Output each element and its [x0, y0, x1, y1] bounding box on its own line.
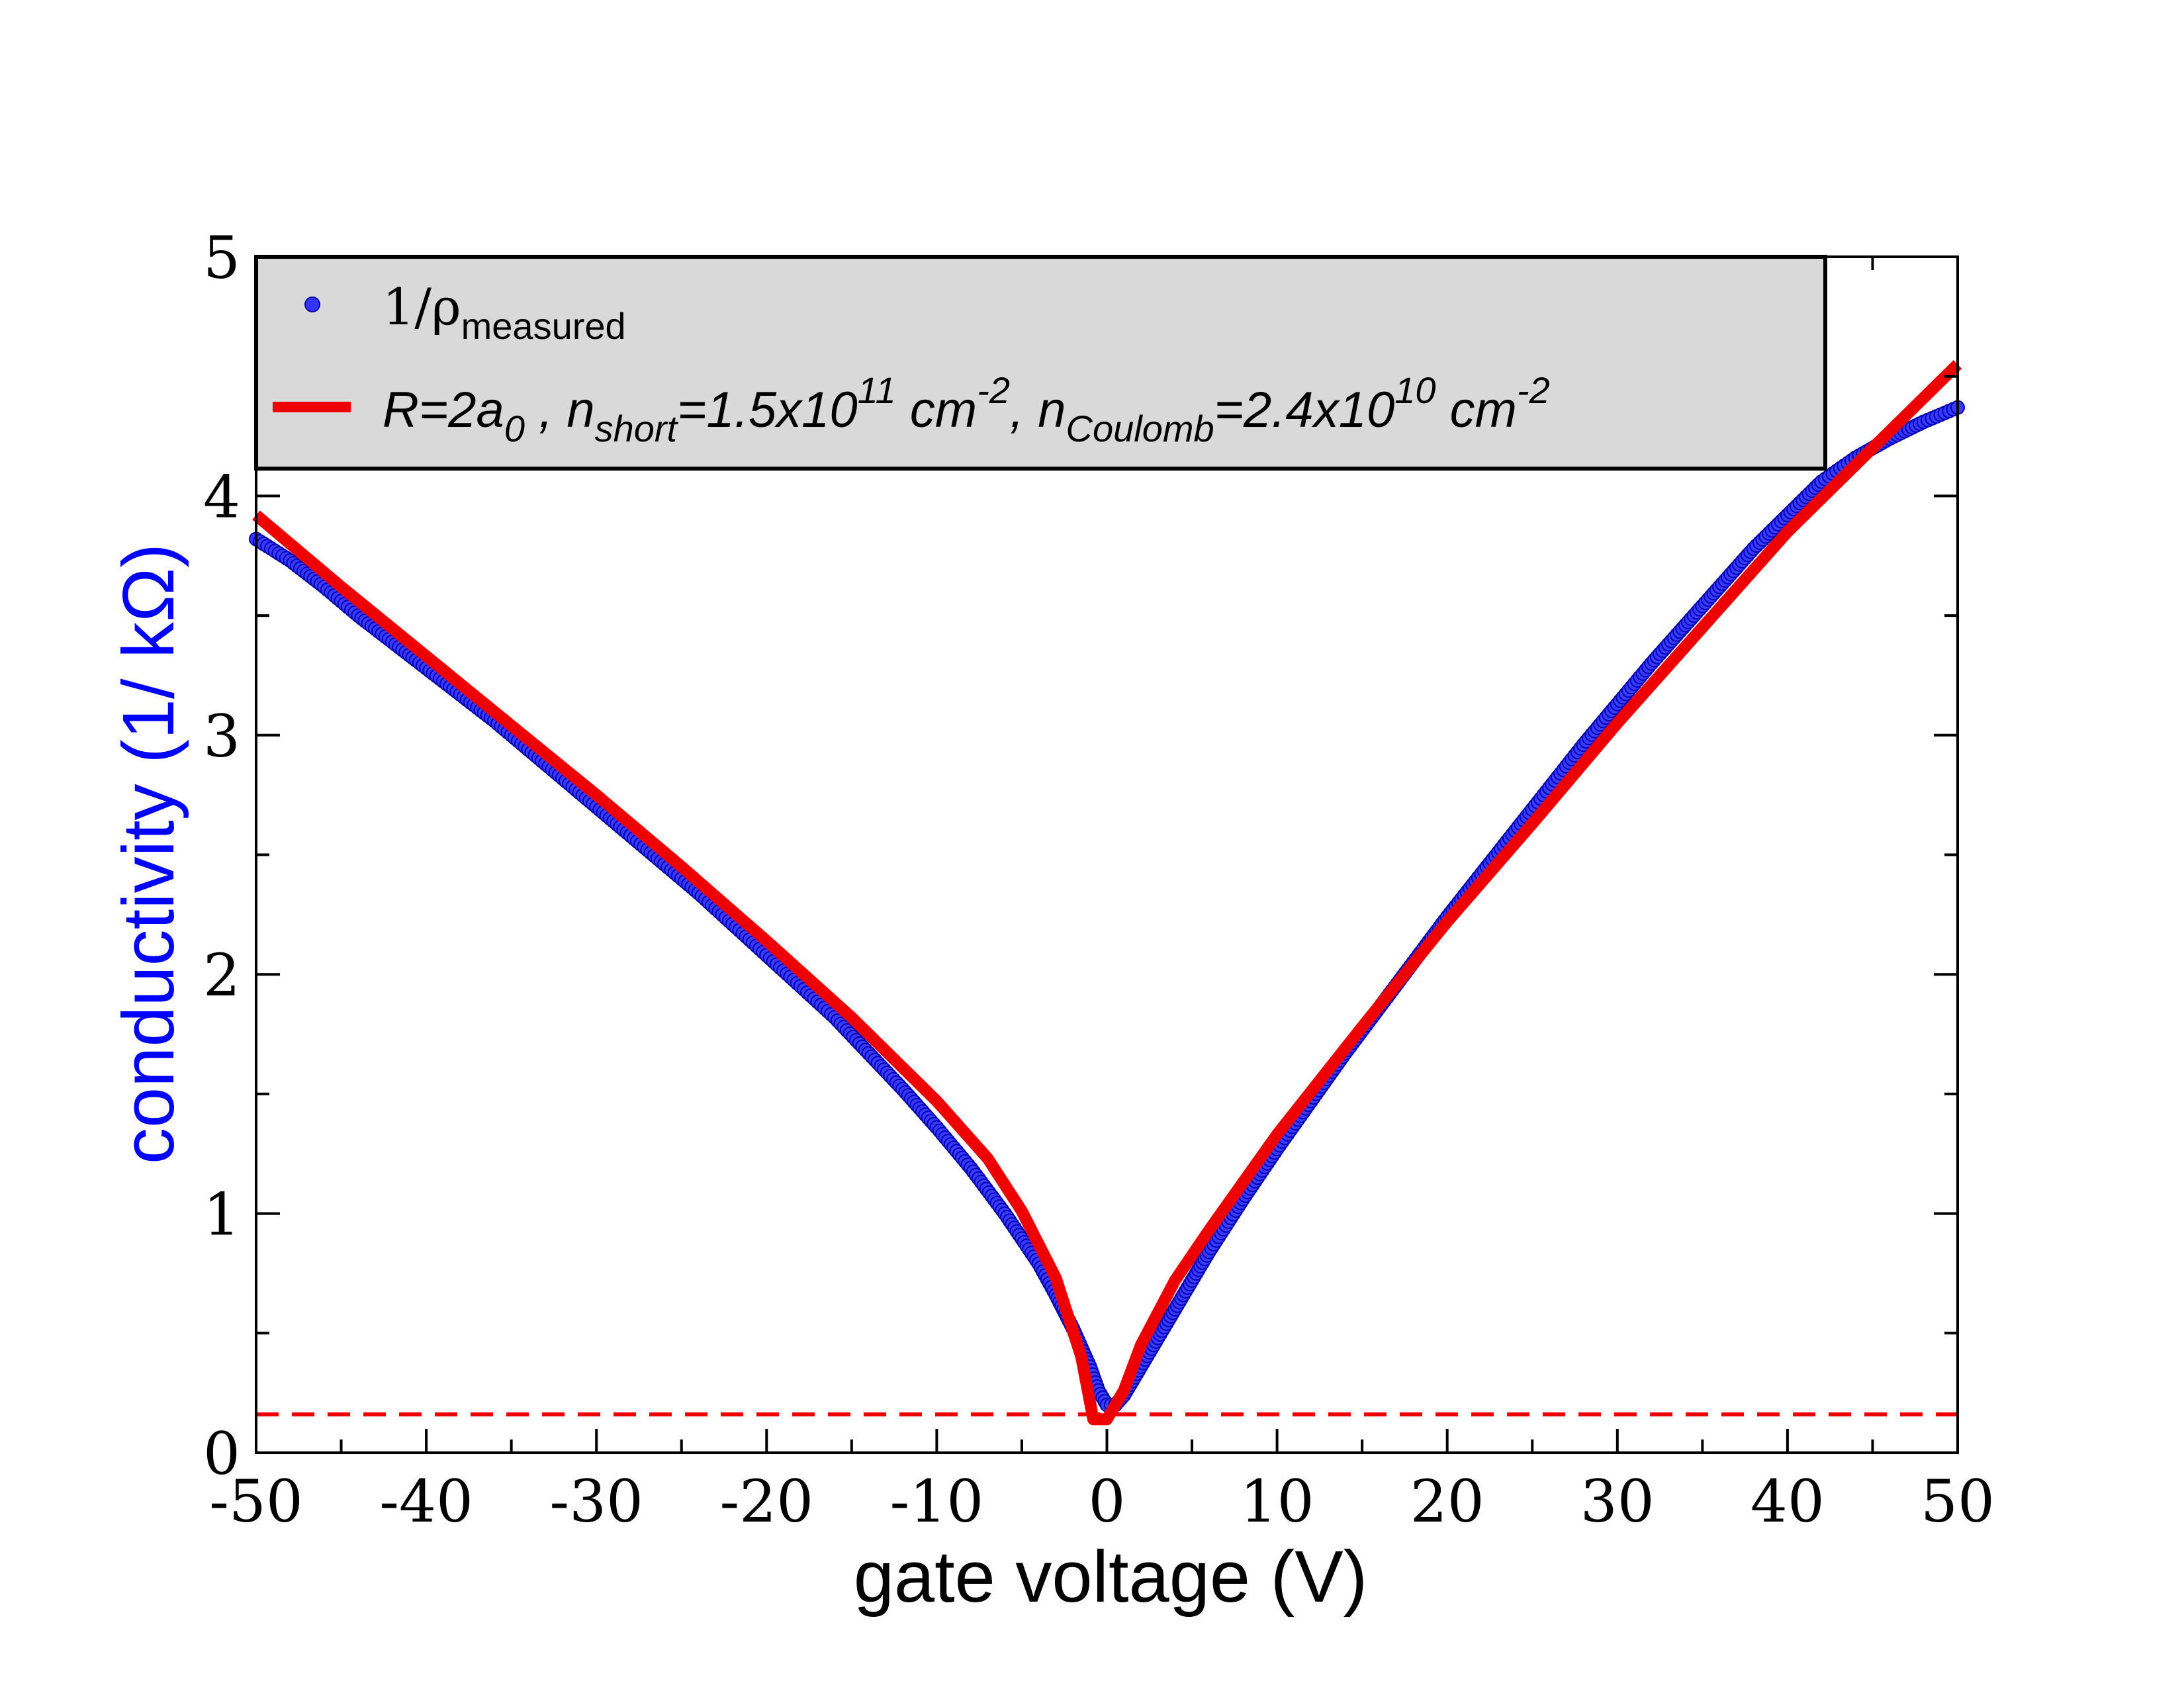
legend-fit-coul-sub: Coulomb: [1066, 408, 1214, 449]
legend-fit-unit2: cm: [1436, 382, 1517, 438]
y-tick-label: 1: [203, 1181, 240, 1249]
legend-fit-short-val: =1.5x10: [677, 382, 858, 438]
x-tick-label: -40: [379, 1467, 473, 1535]
x-tick-label: -10: [890, 1467, 984, 1535]
legend-fit-label: R=2a0 , nshort=1.5x1011 cm-2, nCoulomb=2…: [383, 369, 1550, 449]
legend-fit-short-sub: short: [595, 408, 679, 449]
legend-measured-marker: [304, 297, 320, 312]
legend-measured-main: 1/ρ: [383, 277, 461, 336]
legend-fit-r-sub: 0: [504, 408, 525, 449]
y-tick-label: 0: [203, 1420, 240, 1488]
legend-fit-coul-val: =2.4x10: [1214, 382, 1395, 438]
x-tick-label: -30: [549, 1467, 643, 1535]
fit-line: [252, 360, 1962, 1426]
legend-fit-r: R=2a: [383, 382, 504, 438]
x-tick-label: 0: [1089, 1467, 1126, 1535]
legend-fit-unit1: cm: [896, 382, 977, 438]
y-axis-title: conductivity (1/ kΩ): [108, 543, 189, 1164]
legend-fit-unit2-exp: -2: [1517, 369, 1550, 411]
x-tick-label: 10: [1240, 1467, 1314, 1535]
x-tick-label: 50: [1921, 1467, 1995, 1535]
legend-measured-sub: measured: [461, 305, 626, 347]
legend-fit-sep2: , n: [1010, 382, 1066, 438]
x-tick-label: -20: [719, 1467, 813, 1535]
y-tick-label: 4: [203, 463, 240, 531]
x-tick-label: -50: [209, 1467, 303, 1535]
legend-fit-sep1: , n: [525, 382, 595, 438]
legend-fit-short-exp: 11: [858, 369, 896, 411]
x-axis-title: gate voltage (V): [854, 1536, 1368, 1618]
x-tick-label: 30: [1580, 1467, 1655, 1535]
y-tick-label: 2: [203, 941, 240, 1009]
legend-measured-label: 1/ρmeasured: [383, 277, 626, 347]
legend-fit-coul-exp: 10: [1394, 369, 1435, 411]
legend-box: [254, 255, 1827, 471]
legend-fit-unit1-exp: -2: [977, 369, 1010, 411]
x-tick-label: 20: [1410, 1467, 1484, 1535]
x-tick-label: 40: [1751, 1467, 1825, 1535]
y-tick-label: 5: [203, 224, 240, 292]
y-tick-label: 3: [203, 702, 240, 770]
